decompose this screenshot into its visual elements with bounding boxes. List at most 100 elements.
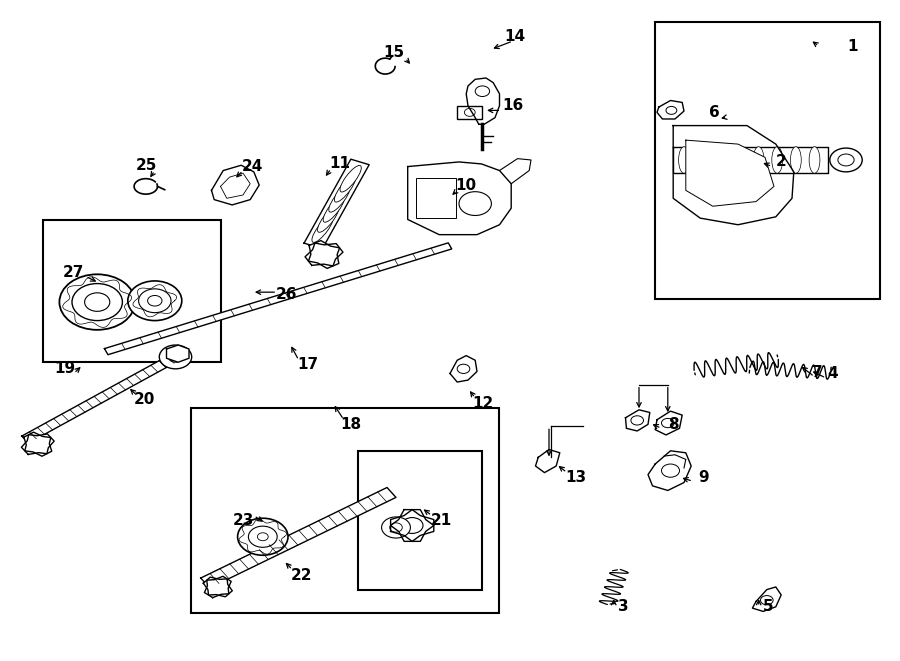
Bar	[457, 106, 482, 119]
Ellipse shape	[340, 165, 361, 192]
Polygon shape	[500, 159, 531, 184]
Ellipse shape	[328, 186, 350, 212]
Polygon shape	[22, 434, 54, 455]
Circle shape	[662, 464, 680, 477]
Circle shape	[830, 148, 862, 172]
Polygon shape	[212, 165, 259, 205]
Circle shape	[128, 281, 182, 321]
Circle shape	[248, 526, 277, 547]
Text: 1: 1	[847, 39, 858, 54]
Circle shape	[139, 289, 171, 313]
Text: 12: 12	[472, 396, 494, 410]
Polygon shape	[686, 140, 774, 206]
Text: 23: 23	[232, 514, 254, 528]
Text: 6: 6	[709, 105, 720, 120]
Polygon shape	[304, 159, 369, 249]
Circle shape	[159, 345, 192, 369]
Circle shape	[666, 106, 677, 114]
Text: 14: 14	[504, 29, 526, 44]
Circle shape	[706, 157, 752, 190]
Bar	[416, 178, 456, 218]
Ellipse shape	[335, 176, 356, 202]
Text: 9: 9	[698, 470, 709, 485]
Text: 2: 2	[776, 155, 787, 169]
Text: 17: 17	[297, 358, 319, 372]
Bar	[43, 220, 221, 362]
Polygon shape	[673, 126, 794, 225]
Polygon shape	[203, 577, 232, 597]
Circle shape	[229, 181, 243, 192]
Text: 8: 8	[668, 417, 679, 432]
Polygon shape	[450, 356, 477, 382]
Text: 3: 3	[618, 600, 629, 614]
Text: 13: 13	[565, 470, 587, 485]
Polygon shape	[626, 410, 650, 431]
Circle shape	[760, 596, 773, 605]
Text: 20: 20	[133, 393, 155, 407]
Text: 10: 10	[455, 178, 477, 192]
Circle shape	[238, 518, 288, 555]
Ellipse shape	[716, 147, 726, 173]
Ellipse shape	[790, 147, 801, 173]
Polygon shape	[391, 510, 434, 541]
Text: 19: 19	[54, 362, 76, 376]
Circle shape	[382, 517, 410, 538]
Text: 24: 24	[241, 159, 263, 174]
Circle shape	[718, 165, 740, 181]
Polygon shape	[657, 100, 684, 119]
Circle shape	[401, 518, 423, 533]
Text: 4: 4	[827, 366, 838, 381]
Polygon shape	[23, 432, 52, 456]
Text: 27: 27	[63, 265, 85, 280]
Text: 25: 25	[136, 158, 158, 173]
Circle shape	[390, 523, 402, 532]
Circle shape	[72, 284, 122, 321]
Polygon shape	[655, 411, 682, 435]
Circle shape	[457, 364, 470, 373]
Text: 22: 22	[291, 568, 312, 582]
Circle shape	[464, 108, 475, 116]
Polygon shape	[536, 449, 560, 473]
Polygon shape	[466, 78, 500, 124]
Text: 11: 11	[329, 157, 351, 171]
Circle shape	[168, 352, 183, 362]
Polygon shape	[648, 451, 691, 490]
Text: 18: 18	[340, 417, 362, 432]
Circle shape	[631, 416, 644, 425]
Circle shape	[662, 418, 674, 428]
Polygon shape	[201, 487, 396, 588]
Circle shape	[85, 293, 110, 311]
Circle shape	[459, 192, 491, 215]
Ellipse shape	[318, 206, 338, 232]
Polygon shape	[104, 243, 452, 355]
Circle shape	[148, 295, 162, 306]
Text: 15: 15	[383, 46, 405, 60]
Ellipse shape	[734, 147, 745, 173]
Bar	[191, 408, 499, 613]
Text: 21: 21	[430, 514, 452, 528]
Circle shape	[59, 274, 135, 330]
Polygon shape	[752, 587, 781, 611]
Text: 16: 16	[502, 98, 524, 113]
Bar	[655, 22, 880, 299]
Bar	[358, 451, 482, 590]
Ellipse shape	[772, 147, 783, 173]
Circle shape	[475, 86, 490, 97]
Polygon shape	[673, 147, 828, 173]
Circle shape	[838, 154, 854, 166]
Ellipse shape	[679, 147, 689, 173]
Ellipse shape	[809, 147, 820, 173]
Polygon shape	[305, 243, 343, 266]
Text: 7: 7	[812, 365, 823, 379]
Text: 5: 5	[763, 600, 774, 614]
Ellipse shape	[312, 216, 333, 243]
Text: 26: 26	[275, 287, 297, 301]
Polygon shape	[408, 162, 511, 235]
Circle shape	[257, 533, 268, 541]
Polygon shape	[391, 510, 434, 541]
Polygon shape	[220, 173, 250, 198]
Ellipse shape	[323, 196, 345, 222]
Polygon shape	[204, 576, 231, 598]
Polygon shape	[166, 345, 189, 362]
Ellipse shape	[698, 147, 708, 173]
